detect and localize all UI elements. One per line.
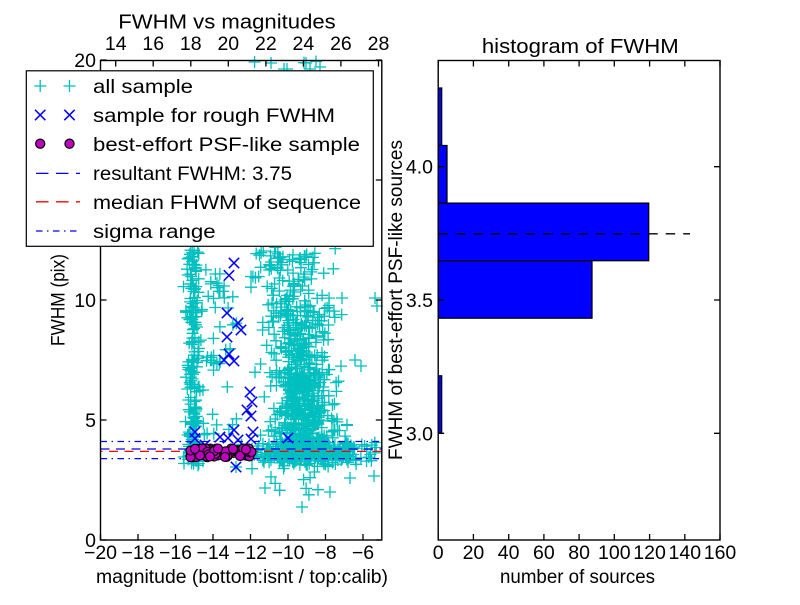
svg-text:14: 14 [105,33,127,55]
svg-text:number of sources: number of sources [500,566,655,588]
svg-text:0: 0 [433,542,444,564]
svg-text:−10: −10 [271,542,304,564]
svg-text:22: 22 [255,33,277,55]
svg-text:all sample: all sample [93,76,193,98]
svg-text:4.0: 4.0 [406,157,433,179]
svg-text:−16: −16 [159,542,192,564]
svg-text:40: 40 [498,542,520,564]
svg-text:histogram of FWHM: histogram of FWHM [482,36,679,58]
svg-text:FWHM vs magnitudes: FWHM vs magnitudes [118,11,336,33]
svg-text:20: 20 [74,50,96,72]
svg-text:median FHWM of sequence: median FHWM of sequence [93,192,361,214]
svg-text:−20: −20 [84,542,117,564]
svg-text:120: 120 [633,542,666,564]
svg-text:magnitude (bottom:isnt / top:c: magnitude (bottom:isnt / top:calib) [96,566,388,588]
svg-text:sigma range: sigma range [93,221,216,243]
svg-text:20: 20 [463,542,485,564]
svg-text:−6: −6 [352,542,374,564]
svg-text:20: 20 [217,33,239,55]
svg-text:FWHM of best-effort PSF-like s: FWHM of best-effort PSF-like sources [385,140,407,460]
svg-text:resultant FWHM: 3.75: resultant FWHM: 3.75 [93,163,292,185]
svg-text:140: 140 [669,542,702,564]
svg-text:26: 26 [330,33,352,55]
svg-text:28: 28 [368,33,390,55]
svg-text:100: 100 [598,542,631,564]
svg-text:10: 10 [74,290,96,312]
svg-text:−18: −18 [121,542,154,564]
svg-text:60: 60 [533,542,555,564]
svg-text:sample for rough FWHM: sample for rough FWHM [93,105,335,127]
svg-text:5: 5 [85,410,96,432]
svg-text:−12: −12 [234,542,267,564]
svg-text:−8: −8 [314,542,336,564]
svg-text:24: 24 [293,33,315,55]
svg-text:−14: −14 [196,542,229,564]
svg-text:80: 80 [568,542,590,564]
svg-text:18: 18 [180,33,202,55]
svg-text:FWHM (pix): FWHM (pix) [48,254,70,346]
svg-text:3.5: 3.5 [406,290,433,312]
svg-text:0: 0 [85,530,96,552]
svg-text:3.0: 3.0 [406,423,433,445]
svg-text:best-effort PSF-like sample: best-effort PSF-like sample [93,134,360,156]
svg-text:160: 160 [704,542,737,564]
svg-text:16: 16 [142,33,164,55]
